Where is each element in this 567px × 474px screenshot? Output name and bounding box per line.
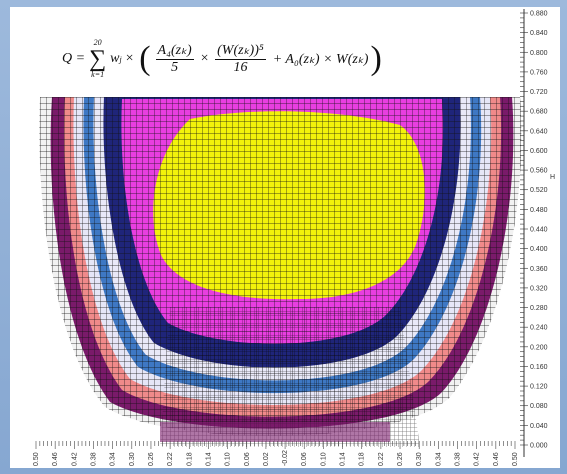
x-tick-label: 0.46 [52,452,59,466]
x-tick-label: 0.30 [416,452,423,466]
contour-plot: 0.880 0.840 0.800 0.760 0.720 0.680 0.640 0.600… [33,9,555,466]
fraction-a4-denominator: 5 [171,60,179,75]
y-tick-label: 0.480 [530,207,548,214]
x-axis-ticks: 0.50 0.46 0.42 0.38 0.34 0.30 0.26 0.22 0.18 0.14… [33,441,519,466]
times-sign-1: × [124,51,135,66]
left-paren: ( [139,40,151,77]
y-tick-label: 0.320 [530,285,548,292]
right-paren: ) [370,40,382,77]
y-tick-label: 0.000 [530,443,548,450]
x-tick-label: 0.46 [493,452,500,466]
x-tick-label: 0.26 [397,452,404,466]
y-tick-label: 0.840 [530,30,548,37]
summation-symbol: 20 ∑ k=1 [89,38,107,79]
x-tick-label: 0.06 [244,452,251,466]
x-tick-label: 0.18 [359,452,366,466]
y-tick-label: 0.800 [530,50,548,57]
y-tick-label: 0.400 [530,246,548,253]
plot-panel: 0.880 0.840 0.800 0.760 0.720 0.680 0.640 0.600… [10,7,560,468]
x-tick-label: 0.10 [320,452,327,466]
y-tick-label: 0.120 [530,384,548,391]
x-tick-label: 0.10 [225,452,232,466]
x-tick-label: 0.42 [71,452,78,466]
y-tick-label: 0.280 [530,305,548,312]
fraction-a4: A₄(zₖ) 5 [155,42,194,76]
y-tick-label: 0.440 [530,227,548,234]
weight-term: w [110,51,120,66]
weight-subscript: j [119,54,122,64]
sum-lower-limit: k=1 [91,70,105,79]
y-tick-label: 0.040 [530,423,548,430]
fraction-a4-numerator: A₄(zₖ) [155,43,194,60]
x-tick-label: 0.38 [90,452,97,466]
y-tick-label: 0.720 [530,89,548,96]
fraction-w5: (W(zₖ))⁵ 16 [215,42,266,76]
y-tick-label: 0.520 [530,187,548,194]
x-tick-label: 0.34 [110,452,117,466]
x-tick-label: 0.26 [148,452,155,466]
times-sign-2: × [199,51,210,66]
x-tick-label: 0.02 [263,452,270,466]
y-tick-label: 0.640 [530,128,548,135]
fraction-w5-denominator: 16 [233,60,248,75]
y-tick-label: 0.160 [530,364,548,371]
y-tick-label: 0.560 [530,168,548,175]
y-tick-label: 0.080 [530,403,548,410]
x-tick-label: 0.06 [301,452,308,466]
x-tick-label: 0.42 [474,452,481,466]
formula-lhs: Q = [62,51,86,66]
y-tick-label: 0.880 [530,11,548,18]
x-tick-label: 0.34 [435,452,442,466]
x-tick-label: 0.14 [340,452,347,466]
mesh-dense-overlay [160,307,420,447]
formula-tail: + A₀(zₖ) × W(zₖ) [272,51,369,67]
x-tick-label: 0.14 [205,452,212,466]
x-tick-label: -0.02 [282,450,289,466]
x-tick-label: 0.18 [186,452,193,466]
x-tick-label: 0.22 [167,452,174,466]
y-axis-label: H [550,174,555,181]
y-tick-label: 0.680 [530,109,548,116]
y-axis-ticks: 0.880 0.840 0.800 0.760 0.720 0.680 0.640 0.600… [520,11,548,450]
y-tick-label: 0.200 [530,344,548,351]
x-tick-label: 0.22 [378,452,385,466]
sum-upper-limit: 20 [93,38,102,47]
y-tick-label: 0.760 [530,69,548,76]
fraction-w5-numerator: (W(zₖ))⁵ [215,43,266,60]
y-tick-label: 0.360 [530,266,548,273]
x-tick-label: 0.38 [455,452,462,466]
y-tick-label: 0.600 [530,148,548,155]
y-tick-label: 0.240 [530,325,548,332]
bottom-strip [160,422,390,442]
x-tick-label: 0.30 [129,452,136,466]
x-tick-label: 0.50 [33,452,40,466]
x-tick-label: 0.50 [512,452,519,466]
